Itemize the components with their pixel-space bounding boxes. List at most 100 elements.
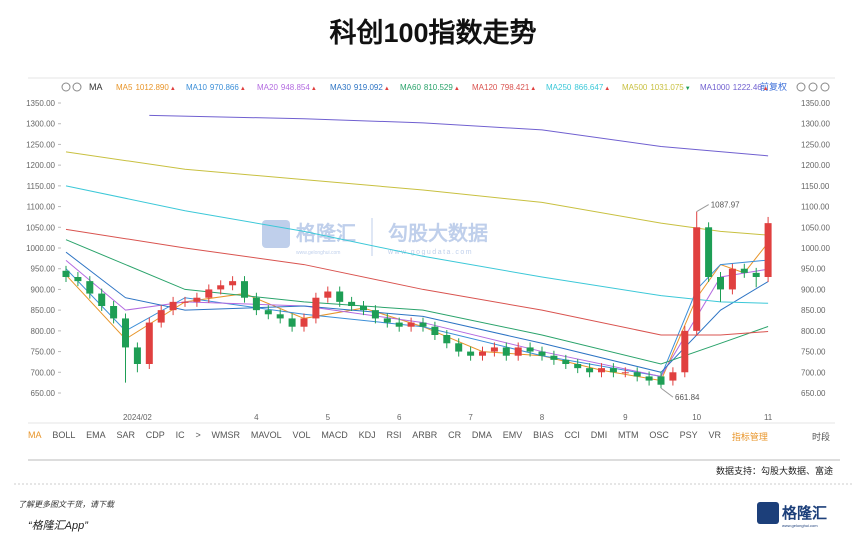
legend-name: MA30 (330, 83, 351, 92)
legend-value: 1222.46 (733, 83, 762, 92)
eye-icon[interactable] (72, 82, 82, 92)
y-tick-label-right: 1150.00 (801, 182, 830, 191)
legend-value: 866.647 (574, 83, 603, 92)
indicator[interactable]: RSI (386, 430, 402, 440)
footer-logo-mark (757, 502, 779, 524)
watermark-brand: 格隆汇 (296, 221, 356, 245)
y-tick-label: 1300.00 (26, 120, 55, 129)
annotation: 661.84 (675, 393, 700, 402)
candle-body (395, 322, 403, 327)
candle-body (157, 310, 165, 323)
candle-body (300, 318, 308, 327)
ma-line (149, 114, 769, 157)
y-tick-label-right: 850.00 (801, 306, 826, 315)
legend-trend: ▲ (240, 86, 246, 92)
candle-body (657, 376, 665, 385)
indicator[interactable]: IC (175, 430, 185, 440)
candle-body (169, 301, 177, 311)
candle-body (550, 355, 558, 360)
candle-body (181, 301, 189, 303)
legend-name: MA60 (400, 83, 421, 92)
candle-body (752, 272, 760, 277)
period[interactable]: 时段 (812, 432, 831, 442)
y-tick-label-right: 1100.00 (801, 203, 830, 212)
settings-icon[interactable] (61, 82, 71, 92)
watermark-partner: 勾股大数据 (388, 221, 488, 245)
candle-body (419, 322, 427, 327)
candle-body (371, 310, 379, 319)
x-tick-label: 9 (623, 413, 628, 422)
y-tick-label-right: 1300.00 (801, 120, 830, 129)
y-tick-label-right: 800.00 (801, 327, 826, 336)
indicator[interactable]: MTM (618, 430, 639, 440)
indicator[interactable]: WMSR (211, 430, 241, 440)
candle-body (693, 227, 701, 331)
legend-entry: MA500 1031.075▼ (622, 83, 691, 92)
indicator[interactable]: VOL (292, 430, 311, 440)
y-tick-label: 800.00 (31, 327, 56, 336)
y-tick-label: 1050.00 (26, 223, 55, 232)
candle-body (443, 335, 451, 344)
candle-body (324, 291, 332, 298)
indicator[interactable]: > (195, 430, 201, 440)
legend-value: 798.421 (500, 83, 529, 92)
indicator[interactable]: VR (708, 430, 721, 440)
y-tick-label-right: 1000.00 (801, 244, 830, 253)
candle-body (407, 322, 415, 327)
y-tick-label: 700.00 (31, 368, 56, 377)
ma-line (65, 228, 769, 336)
indicator[interactable]: EMA (86, 430, 106, 440)
adjust[interactable]: 前复权 (760, 81, 787, 92)
indicator[interactable]: EMV (502, 430, 523, 440)
indicator[interactable]: BOLL (52, 430, 76, 440)
legend-trend: ▲ (530, 86, 536, 92)
y-tick-label-right: 1250.00 (801, 140, 830, 149)
candle-body (717, 277, 724, 290)
x-tick-label: 2024/02 (123, 413, 152, 422)
indicator[interactable]: OSC (649, 430, 669, 440)
y-tick-label: 950.00 (31, 265, 56, 274)
legend-name: MA10 (186, 83, 207, 92)
ma-line (65, 259, 769, 377)
indicator[interactable]: KDJ (358, 430, 376, 440)
candle-body (514, 347, 522, 356)
indicator[interactable]: BIAS (533, 430, 554, 440)
legend-name: MA120 (472, 83, 498, 92)
indicator[interactable]: MA (28, 430, 42, 440)
zoom-out[interactable] (796, 82, 806, 92)
candle-body (502, 347, 510, 356)
y-tick-label: 850.00 (31, 306, 56, 315)
candle-body (586, 368, 594, 373)
legend-value: 970.866 (210, 83, 239, 92)
app: “格隆汇App” (28, 519, 89, 532)
candle-body (62, 270, 70, 277)
indicator[interactable]: DMA (471, 430, 492, 440)
legend-name: MA5 (116, 83, 133, 92)
zoom-in[interactable] (808, 82, 818, 92)
legend-entry: MA30 919.092▲ (330, 83, 390, 92)
indicator[interactable]: CCI (564, 430, 580, 440)
indicator[interactable]: MAVOL (250, 430, 282, 440)
indicator[interactable]: DMI (590, 430, 608, 440)
indicator[interactable]: CR (448, 430, 462, 440)
candle-body (431, 326, 439, 335)
candle-body (479, 351, 486, 356)
indicator[interactable]: PSY (679, 430, 698, 440)
candle-body (633, 372, 641, 377)
close[interactable] (820, 82, 830, 92)
legend-entry: MA1000 1222.46▲ (700, 83, 769, 92)
watermark: 格隆汇 www.gelonghui.com 勾股大数据 www.gogudata… (262, 218, 488, 256)
indicator[interactable]: CDP (145, 430, 165, 440)
x-tick-label: 6 (397, 413, 402, 422)
candle-body (467, 351, 475, 356)
indicator[interactable]: ARBR (412, 430, 438, 440)
mode[interactable]: MA (89, 82, 103, 92)
watermark-site: www.gelonghui.com (296, 250, 340, 256)
candle-body (312, 297, 320, 319)
legend-trend: ▲ (763, 86, 769, 92)
footer-logo-site: www.gelonghui.com (782, 523, 818, 528)
indicator[interactable]: MACD (321, 430, 348, 440)
indicator[interactable]: 指标管理 (731, 432, 768, 442)
indicator[interactable]: SAR (116, 430, 135, 440)
